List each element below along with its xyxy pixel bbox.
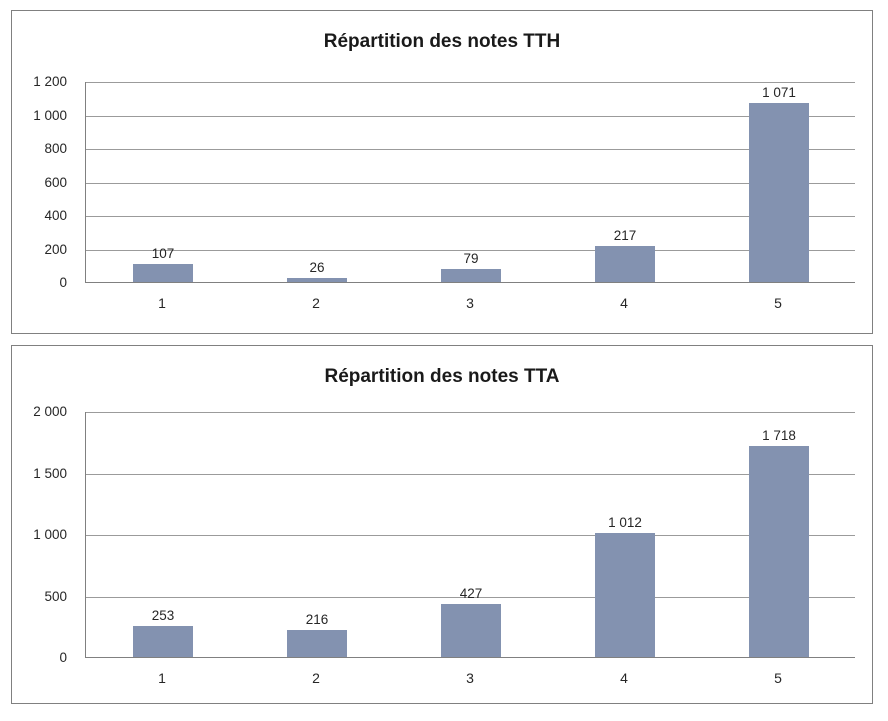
gridline bbox=[86, 596, 855, 598]
x-axis-category-label: 2 bbox=[312, 295, 320, 311]
bar-value-label: 79 bbox=[463, 250, 479, 266]
bar bbox=[133, 264, 193, 282]
bar-value-label: 253 bbox=[151, 607, 175, 623]
bar-value-label: 427 bbox=[459, 586, 483, 602]
gridline bbox=[86, 82, 855, 83]
bar-slot: 107 bbox=[86, 82, 240, 282]
x-axis-category-label: 5 bbox=[774, 295, 782, 311]
y-axis-tick-label: 1 000 bbox=[33, 107, 67, 123]
bar-chart-tth: Répartition des notes TTH 107 26 79 217 1 07… bbox=[12, 11, 872, 333]
x-axis-category-label: 5 bbox=[774, 670, 782, 686]
gridline bbox=[86, 473, 855, 475]
y-axis-tick-label: 0 bbox=[59, 650, 67, 665]
y-axis-tick-label: 2 000 bbox=[33, 404, 67, 419]
bar-value-label: 217 bbox=[613, 227, 637, 243]
bar-value-label: 216 bbox=[305, 612, 329, 628]
x-axis-category-label: 3 bbox=[466, 295, 474, 311]
bar bbox=[287, 277, 347, 282]
bar-value-label: 1 718 bbox=[762, 427, 796, 443]
x-axis-category-label: 4 bbox=[620, 295, 628, 311]
bar bbox=[133, 625, 193, 657]
bar bbox=[595, 245, 655, 282]
y-axis-tick-label: 400 bbox=[44, 208, 67, 223]
gridline bbox=[86, 216, 855, 217]
x-axis-category-label: 2 bbox=[312, 670, 320, 686]
chart-panel-tth: Répartition des notes TTH 107 26 79 217 1 07… bbox=[11, 10, 873, 334]
bar-value-label: 1 012 bbox=[608, 514, 642, 530]
bar-slot: 1 071 bbox=[702, 82, 856, 282]
y-axis-tick-label: 1 500 bbox=[33, 465, 67, 481]
chart-panel-tta: Répartition des notes TTA 253 216 427 1 012… bbox=[11, 345, 873, 704]
gridline bbox=[86, 412, 855, 413]
y-axis-tick-label: 800 bbox=[44, 141, 67, 156]
y-axis-tick-label: 0 bbox=[59, 275, 67, 290]
bar-slot: 253 bbox=[86, 412, 240, 657]
bar bbox=[441, 604, 501, 657]
plot-area: 253 216 427 1 012 1 718 bbox=[85, 412, 855, 658]
gridline bbox=[86, 249, 855, 251]
y-axis-tick-label: 1 200 bbox=[33, 74, 67, 89]
bar bbox=[749, 102, 809, 282]
chart-title: Répartition des notes TTH bbox=[323, 31, 561, 52]
bar-slot: 216 bbox=[240, 412, 394, 657]
y-axis-tick-label: 600 bbox=[44, 174, 67, 190]
x-axis-category-label: 1 bbox=[158, 670, 166, 686]
y-axis-tick-label: 1 000 bbox=[33, 527, 67, 542]
x-axis-category-label: 1 bbox=[158, 295, 166, 311]
bar bbox=[595, 532, 655, 657]
bar-slot: 26 bbox=[240, 82, 394, 282]
bar-slot: 217 bbox=[548, 82, 702, 282]
bar-value-label: 1 071 bbox=[762, 84, 796, 100]
bar-slot: 1 012 bbox=[548, 412, 702, 657]
gridline bbox=[86, 149, 855, 150]
bar-slot: 427 bbox=[394, 412, 548, 657]
y-axis-tick-label: 500 bbox=[44, 588, 67, 604]
gridline bbox=[86, 182, 855, 184]
plot-area: 107 26 79 217 1 071 bbox=[85, 82, 855, 283]
bar bbox=[441, 268, 501, 282]
bar bbox=[749, 445, 809, 657]
chart-title: Répartition des notes TTA bbox=[324, 366, 560, 387]
x-axis-category-label: 4 bbox=[620, 670, 628, 686]
gridline bbox=[86, 535, 855, 536]
bar-chart-tta: Répartition des notes TTA 253 216 427 1 012… bbox=[12, 346, 872, 703]
bar-slot: 1 718 bbox=[702, 412, 856, 657]
x-axis-category-label: 3 bbox=[466, 670, 474, 686]
gridline bbox=[86, 115, 855, 117]
bar-slot: 79 bbox=[394, 82, 548, 282]
y-axis-tick-label: 200 bbox=[44, 241, 67, 257]
bar bbox=[287, 630, 347, 657]
bar-value-label: 26 bbox=[309, 259, 325, 275]
bar-value-label: 107 bbox=[151, 246, 175, 262]
